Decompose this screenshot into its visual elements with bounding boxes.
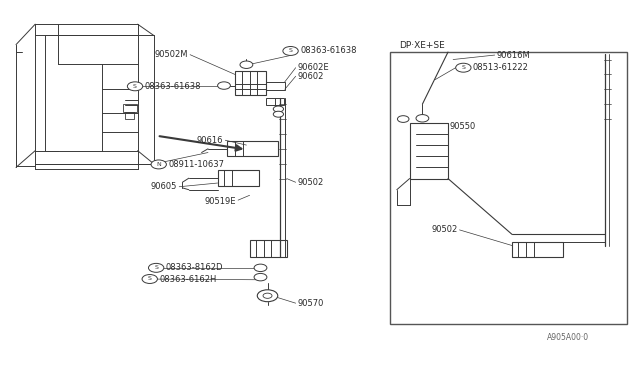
Circle shape bbox=[257, 290, 278, 302]
Bar bbox=[125, 112, 134, 119]
Circle shape bbox=[283, 46, 298, 55]
Text: 90602: 90602 bbox=[298, 72, 324, 81]
Circle shape bbox=[148, 263, 164, 272]
Text: S: S bbox=[148, 276, 152, 282]
Text: S: S bbox=[133, 84, 137, 89]
Circle shape bbox=[263, 293, 272, 298]
Text: 08911-10637: 08911-10637 bbox=[168, 160, 225, 169]
Text: 90616M: 90616M bbox=[497, 51, 531, 60]
Bar bbox=[390, 52, 627, 324]
Bar bbox=[266, 82, 285, 90]
Bar bbox=[123, 104, 137, 112]
Circle shape bbox=[273, 106, 284, 112]
Circle shape bbox=[254, 273, 267, 281]
Bar bbox=[410, 123, 448, 179]
Circle shape bbox=[416, 115, 429, 122]
Text: 90602E: 90602E bbox=[298, 63, 329, 72]
Text: 90502: 90502 bbox=[431, 225, 458, 234]
Circle shape bbox=[254, 264, 267, 272]
Circle shape bbox=[273, 111, 284, 117]
Bar bbox=[227, 141, 278, 156]
Circle shape bbox=[240, 61, 253, 68]
Text: S: S bbox=[289, 48, 292, 54]
Bar bbox=[235, 71, 266, 95]
Text: 90605: 90605 bbox=[150, 182, 177, 191]
Text: 08363-61638: 08363-61638 bbox=[300, 46, 356, 55]
Text: A905A00·0: A905A00·0 bbox=[547, 333, 589, 342]
Bar bbox=[512, 242, 563, 257]
Circle shape bbox=[218, 82, 230, 89]
Bar bbox=[218, 170, 259, 186]
Bar bbox=[266, 98, 284, 105]
Circle shape bbox=[142, 275, 157, 283]
Text: 90502M: 90502M bbox=[154, 50, 188, 59]
Circle shape bbox=[127, 82, 143, 91]
Text: N: N bbox=[156, 162, 161, 167]
Text: 90502: 90502 bbox=[298, 178, 324, 187]
Circle shape bbox=[456, 63, 471, 72]
Circle shape bbox=[397, 116, 409, 122]
Text: DP·XE+SE: DP·XE+SE bbox=[399, 41, 444, 50]
Text: 08513-61222: 08513-61222 bbox=[473, 63, 529, 72]
Text: 90519E: 90519E bbox=[204, 197, 236, 206]
Text: S: S bbox=[461, 65, 465, 70]
Text: 08363-6162H: 08363-6162H bbox=[159, 275, 217, 283]
Text: 90616: 90616 bbox=[196, 136, 223, 145]
Text: 08363-8162D: 08363-8162D bbox=[166, 263, 223, 272]
Text: 90550: 90550 bbox=[450, 122, 476, 131]
Text: S: S bbox=[154, 265, 158, 270]
Circle shape bbox=[151, 160, 166, 169]
Bar bbox=[250, 240, 287, 257]
Text: 08363-61638: 08363-61638 bbox=[145, 82, 201, 91]
Text: 90570: 90570 bbox=[298, 299, 324, 308]
